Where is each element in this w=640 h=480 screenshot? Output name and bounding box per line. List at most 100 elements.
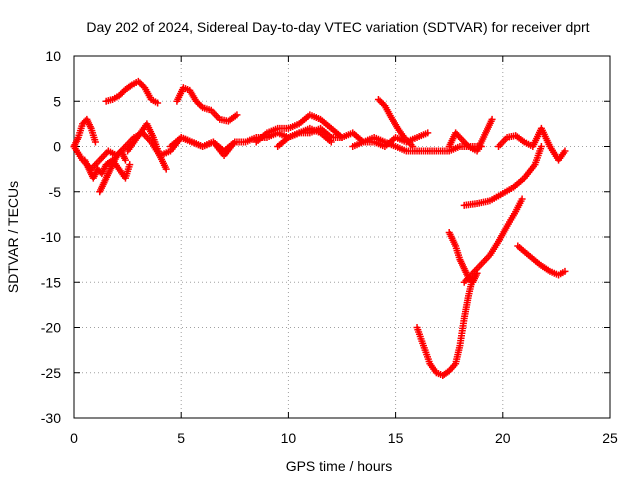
trace-markers xyxy=(244,134,258,145)
trace-markers xyxy=(275,135,291,149)
trace-markers xyxy=(144,122,156,140)
trace-markers xyxy=(106,148,119,158)
trace-markers xyxy=(140,131,153,144)
trace-markers xyxy=(226,112,239,124)
x-tick-label: 5 xyxy=(177,430,185,446)
trace-markers xyxy=(394,134,408,145)
y-tick-label: -30 xyxy=(41,410,61,426)
trace-markers xyxy=(254,130,269,144)
x-axis-label: GPS time / hours xyxy=(286,458,393,474)
trace-markers xyxy=(89,158,102,171)
trace-markers xyxy=(470,262,484,275)
trace-markers xyxy=(453,130,462,140)
data-point xyxy=(537,143,545,150)
trace-markers xyxy=(440,368,452,378)
series-arc-14 xyxy=(495,124,569,164)
data-point xyxy=(126,161,134,169)
trace-markers xyxy=(556,149,568,162)
trace-markers xyxy=(201,139,215,150)
series-arc-5 xyxy=(124,120,170,173)
x-tick-label: 15 xyxy=(388,430,404,446)
trace-markers xyxy=(297,112,312,126)
y-axis-label: SDTVAR / TECUs xyxy=(5,181,21,293)
trace-markers xyxy=(395,126,407,140)
trace-markers xyxy=(456,317,468,347)
x-tick-label: 0 xyxy=(70,430,78,446)
trace-markers xyxy=(99,162,109,176)
trace-markers xyxy=(265,125,280,136)
trace-markers xyxy=(104,157,115,167)
trace-markers xyxy=(142,86,154,101)
data-point xyxy=(154,99,162,107)
trace-markers xyxy=(388,115,401,131)
trace-markers xyxy=(136,79,147,90)
trace-markers xyxy=(447,362,458,373)
trace-markers xyxy=(513,133,527,145)
y-tick-label: -25 xyxy=(41,365,61,381)
trace-markers xyxy=(474,131,489,153)
trace-markers xyxy=(158,148,172,159)
trace-markers xyxy=(404,134,419,145)
trace-markers xyxy=(111,93,121,102)
trace-markers xyxy=(308,112,322,122)
axis-ticks: 0 5 10 15 20 25 -30 -25 -20 -15 -10 -5 0 5 10 xyxy=(41,48,618,446)
trace-markers xyxy=(125,140,137,153)
trace-markers xyxy=(504,210,518,228)
trace-markers xyxy=(157,153,169,171)
x-tick-label: 10 xyxy=(281,430,297,446)
series-arc-9 xyxy=(252,111,346,146)
trace-markers xyxy=(201,104,213,114)
data-point xyxy=(488,115,496,123)
trace-markers xyxy=(194,99,205,110)
trace-markers xyxy=(488,191,505,204)
trace-markers xyxy=(394,143,408,154)
series-arc-3 xyxy=(81,156,134,182)
trace-markers xyxy=(340,130,355,141)
trace-markers xyxy=(557,269,567,278)
trace-markers xyxy=(71,144,85,162)
trace-markers xyxy=(174,86,186,103)
trace-markers xyxy=(538,126,553,148)
trace-markers xyxy=(462,271,475,284)
trace-markers xyxy=(447,143,462,154)
trace-markers xyxy=(123,82,134,92)
series-arc-4 xyxy=(96,147,129,196)
y-tick-label: 0 xyxy=(53,139,61,155)
series-arc-15 xyxy=(460,143,545,209)
trace-markers xyxy=(351,139,365,150)
trace-markers xyxy=(308,125,322,136)
trace-markers xyxy=(458,135,471,149)
trace-markers xyxy=(457,257,467,271)
trace-markers xyxy=(446,230,459,248)
trace-markers xyxy=(501,184,515,196)
trace-markers xyxy=(372,134,387,145)
trace-markers xyxy=(71,135,81,149)
data-point xyxy=(561,267,569,275)
x-tick-label: 25 xyxy=(602,430,618,446)
trace-markers xyxy=(522,139,535,149)
trace-markers xyxy=(80,117,89,126)
trace-markers xyxy=(496,224,510,244)
data-point xyxy=(233,111,241,119)
trace-markers xyxy=(82,158,92,171)
trace-markers xyxy=(181,85,192,93)
trace-markers xyxy=(382,104,394,120)
trace-markers xyxy=(383,135,398,149)
series-arc-7 xyxy=(173,84,241,125)
trace-markers xyxy=(505,132,518,141)
trace-markers xyxy=(483,117,495,135)
y-tick-label: 5 xyxy=(53,93,61,109)
data-point xyxy=(121,156,129,164)
trace-markers xyxy=(187,88,199,103)
trace-markers xyxy=(117,87,128,98)
trace-markers xyxy=(526,253,541,267)
data-point xyxy=(424,129,432,137)
trace-markers xyxy=(118,149,129,162)
data-point xyxy=(409,143,417,150)
series-arc-10 xyxy=(274,124,335,150)
y-tick-label: -15 xyxy=(41,274,61,290)
trace-markers xyxy=(329,126,344,140)
trace-markers xyxy=(434,370,445,379)
trace-markers xyxy=(150,136,163,157)
